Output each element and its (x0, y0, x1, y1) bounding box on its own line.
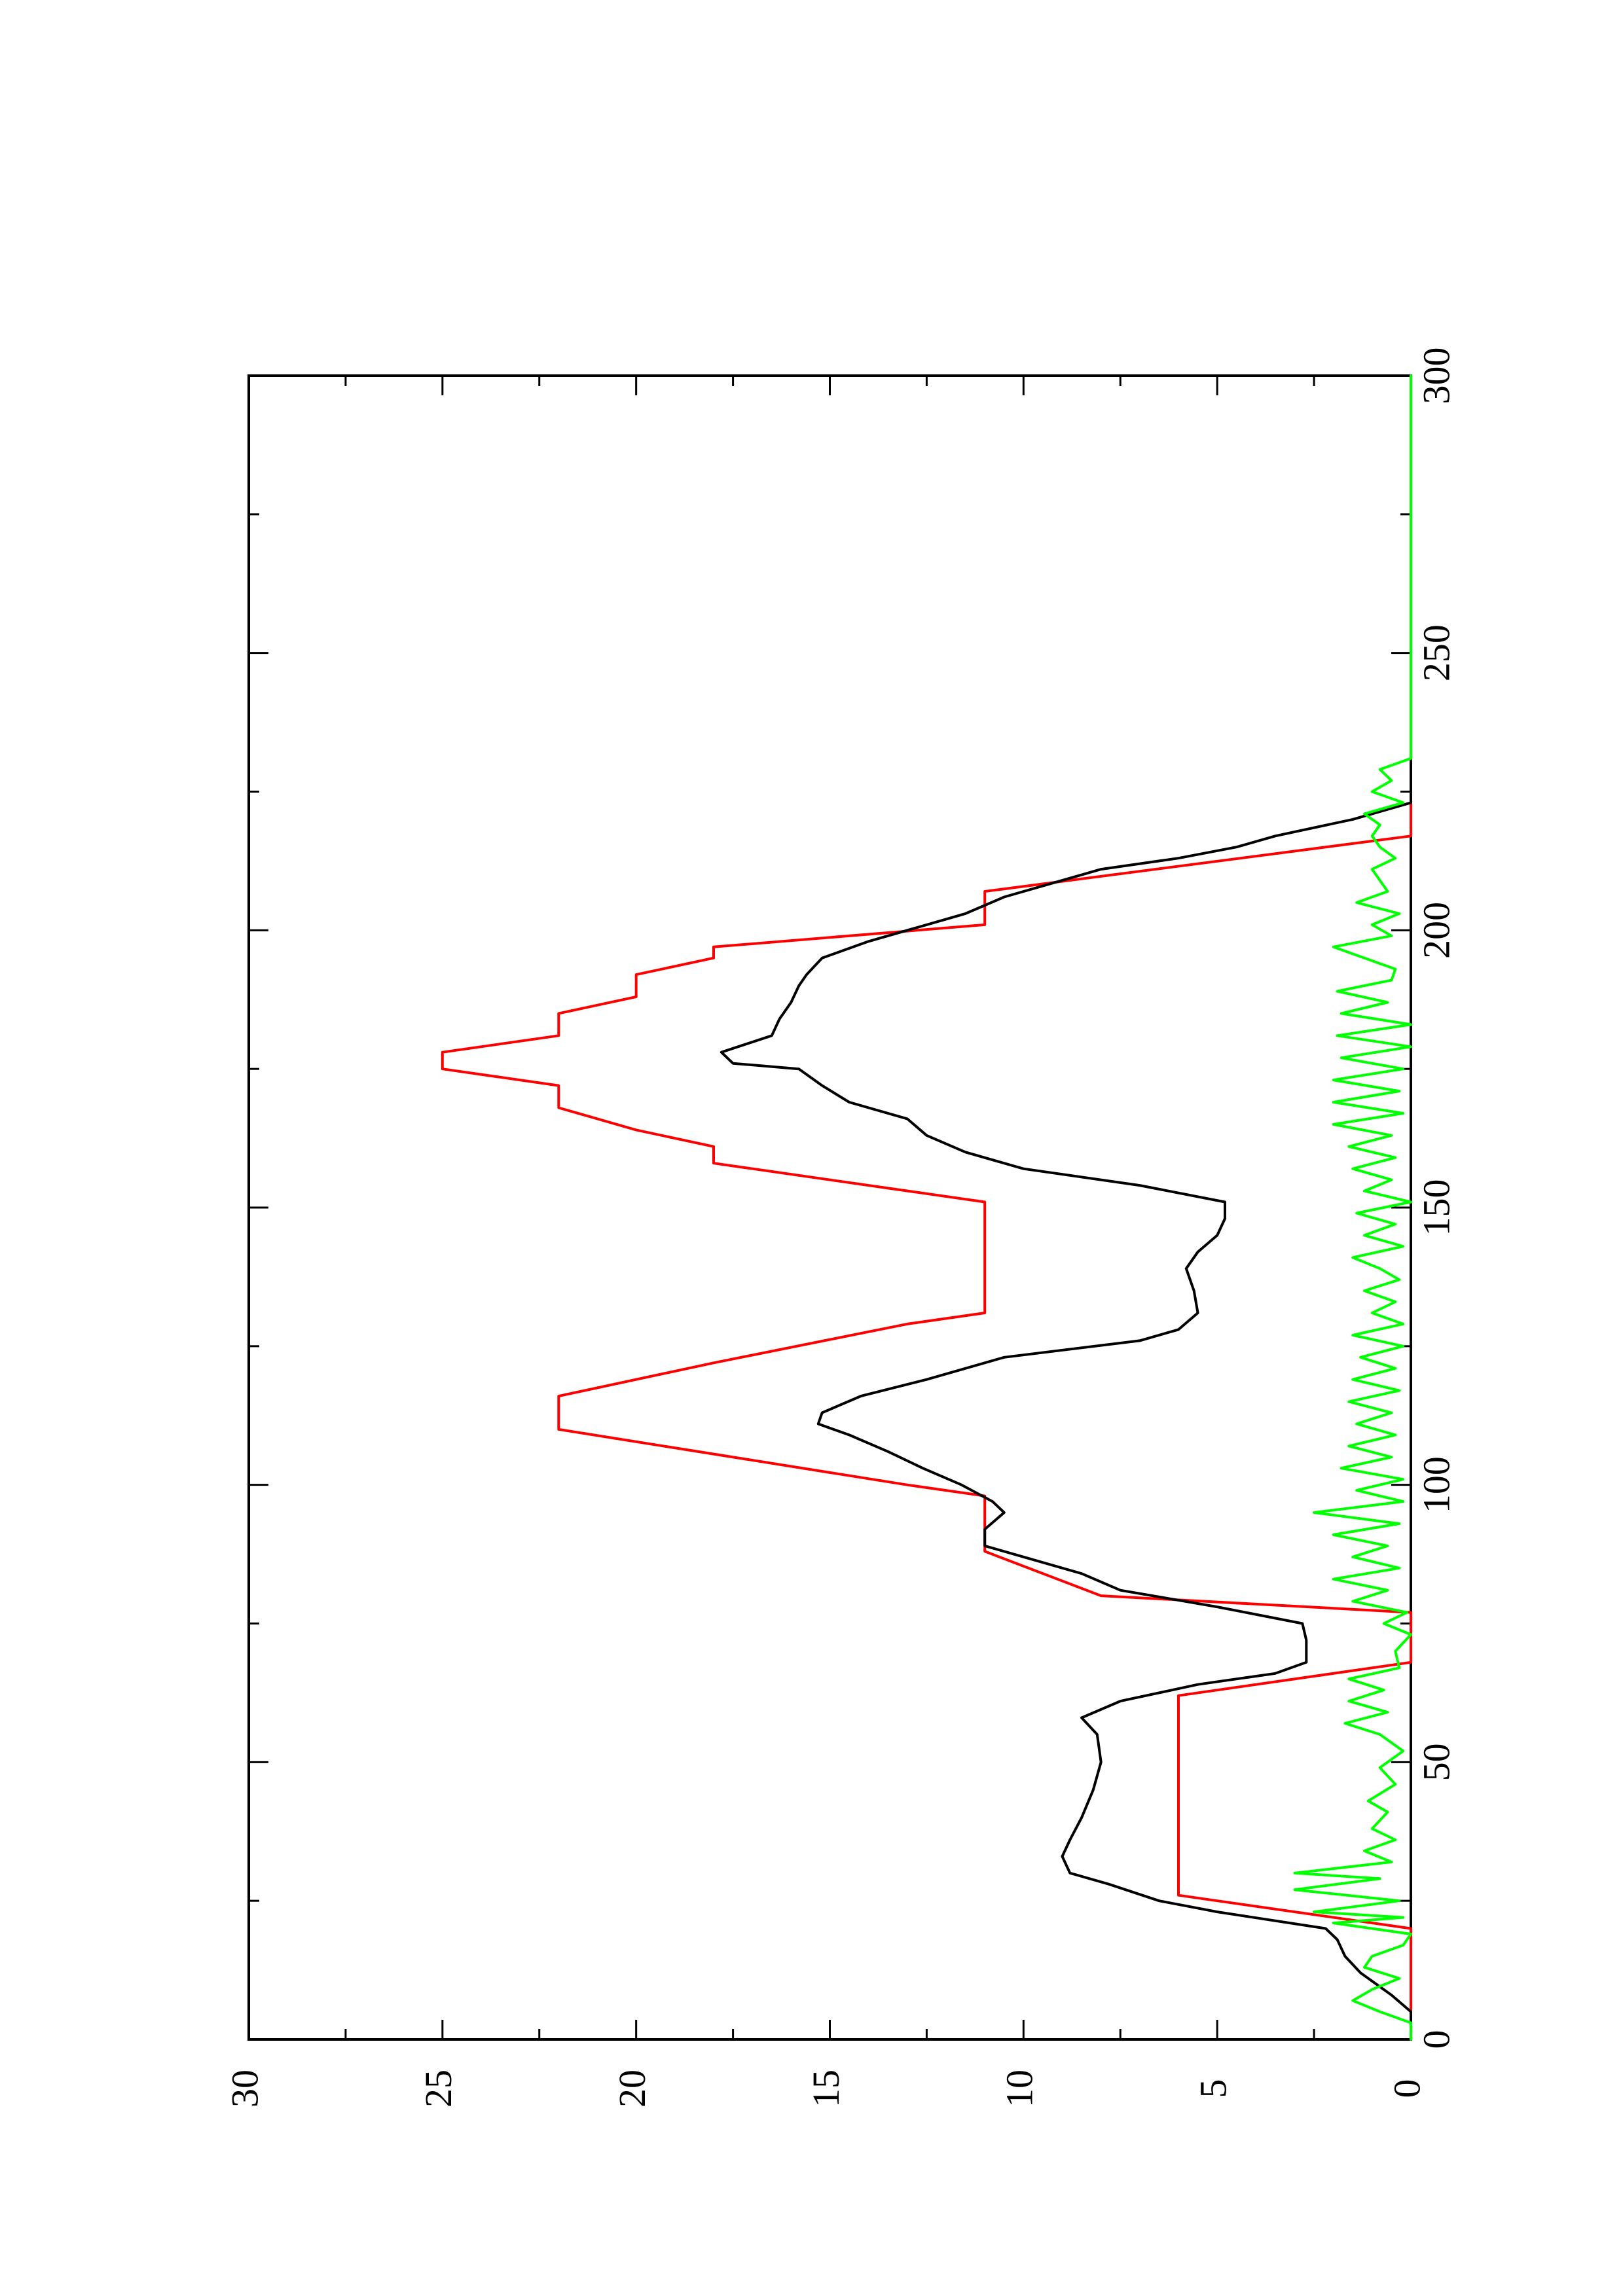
y-tick-label: 20 (611, 2070, 653, 2108)
y-tick-label: 5 (1192, 2079, 1234, 2098)
x-tick-label: 0 (1415, 2030, 1457, 2049)
x-tick-label: 200 (1415, 902, 1457, 959)
plot-border (247, 374, 1412, 2041)
x-tick-label: 50 (1415, 1743, 1457, 1781)
x-tick-label: 250 (1415, 624, 1457, 681)
y-tick-label: 0 (1385, 2079, 1428, 2098)
y-tick-label: 30 (223, 2070, 266, 2108)
y-tick-label: 10 (998, 2070, 1041, 2108)
green-series-line (1293, 374, 1412, 2041)
x-tick-label: 300 (1415, 348, 1457, 404)
y-axis-ticks: 0 5 10 15 20 25 30 (223, 376, 1428, 2108)
x-axis-ticks: 0 50 100 150 200 250 300 (249, 348, 1457, 2049)
x-tick-label: 100 (1415, 1456, 1457, 1513)
y-tick-label: 25 (417, 2070, 460, 2108)
red-series-line (441, 374, 1412, 2041)
x-tick-label: 150 (1415, 1179, 1457, 1236)
black-series-line (720, 374, 1412, 2041)
plot-frame (247, 374, 1412, 2041)
series-layer (441, 374, 1412, 2041)
y-tick-label: 15 (805, 2070, 847, 2108)
